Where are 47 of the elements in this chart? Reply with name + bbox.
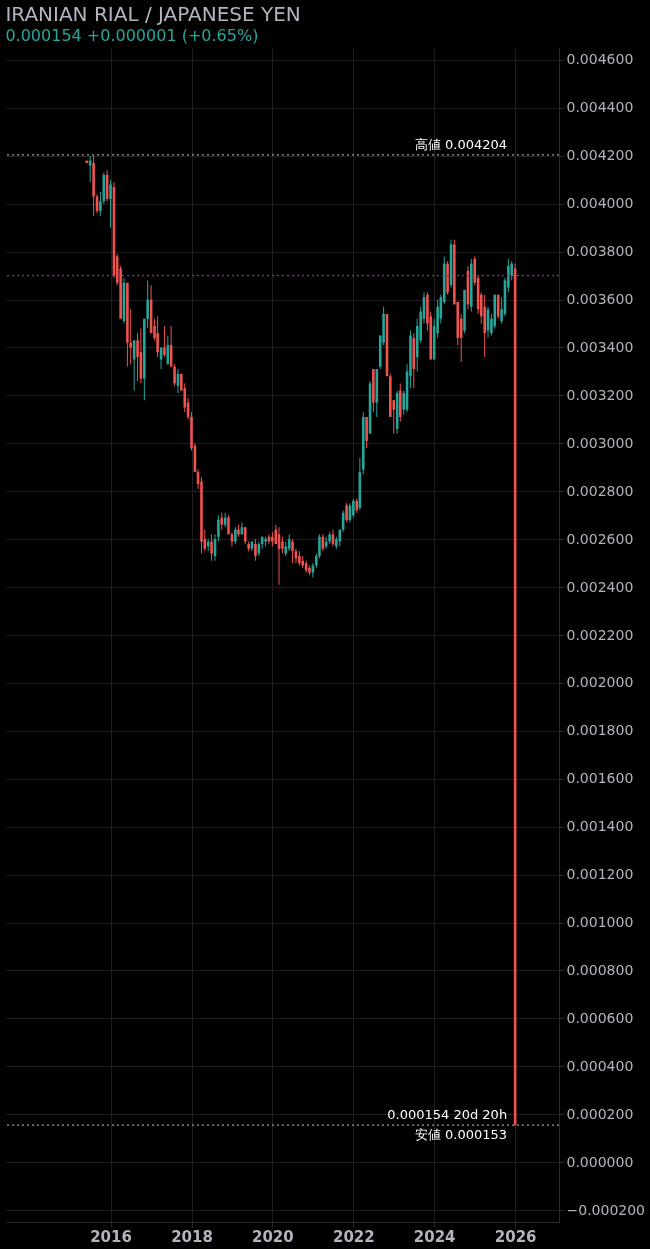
y-tick-label: 0.003000 <box>566 434 634 451</box>
y-tick-label: 0.002200 <box>566 626 634 643</box>
candlestick <box>345 502 348 523</box>
ref-line-label: 0.000154 20d 20h <box>387 1107 508 1123</box>
y-tick-label: 0.003800 <box>566 243 634 260</box>
x-tick-label: 2018 <box>171 1227 213 1246</box>
x-tick-label: 2024 <box>413 1227 456 1246</box>
y-tick-label: 0.000400 <box>566 1057 634 1074</box>
y-tick-label: 0.002600 <box>566 530 634 547</box>
y-tick-label: 0.003600 <box>566 291 634 308</box>
y-tick-label: 0.000800 <box>566 961 634 978</box>
candlestick <box>352 497 355 519</box>
candlestick <box>291 538 294 564</box>
y-tick-label: 0.002800 <box>566 482 634 499</box>
y-tick-label: 0.004600 <box>566 51 634 68</box>
y-tick-label: 0.003400 <box>566 338 634 355</box>
y-tick-label: 0.000600 <box>566 1009 634 1026</box>
y-tick-label: 0.004400 <box>566 99 634 116</box>
x-tick-label: 2022 <box>332 1227 375 1246</box>
x-tick-label: 2020 <box>251 1227 294 1246</box>
y-tick-label: 0.004000 <box>566 195 634 212</box>
y-tick-label: 0.001600 <box>566 770 634 787</box>
chart-subtitle: 0.000154 +0.000001 (+0.65%) <box>5 26 259 45</box>
y-tick-label: 0.002000 <box>566 674 634 691</box>
y-tick-label: 0.003200 <box>566 386 634 403</box>
candlestick <box>210 533 213 562</box>
y-tick-label: 0.001800 <box>566 722 634 739</box>
x-tick-label: 2026 <box>494 1227 537 1246</box>
y-tick-label: −0.000200 <box>566 1201 646 1218</box>
candlestick <box>156 315 159 358</box>
ref-line-label: 高値 0.004204 <box>414 136 508 152</box>
candlestick <box>109 179 112 229</box>
y-tick-label: 0.002400 <box>566 578 634 595</box>
candlestick <box>163 325 166 358</box>
candlestick <box>365 416 368 449</box>
y-tick-label: 0.000200 <box>566 1105 634 1122</box>
chart-title: IRANIAN RIAL / JAPANESE YEN <box>5 2 301 26</box>
y-tick-label: 0.001000 <box>566 914 634 931</box>
y-tick-label: 0.001200 <box>566 866 634 883</box>
candlestick <box>173 363 176 387</box>
y-tick-label: 0.004200 <box>566 147 634 164</box>
candlestick <box>254 538 257 562</box>
x-tick-label: 2016 <box>90 1227 132 1246</box>
y-tick-label: 0.001400 <box>566 818 634 835</box>
candlestick <box>136 332 139 382</box>
annotation: 安値 0.000153 <box>414 1127 508 1143</box>
y-tick-label: 0.000000 <box>566 1153 634 1170</box>
